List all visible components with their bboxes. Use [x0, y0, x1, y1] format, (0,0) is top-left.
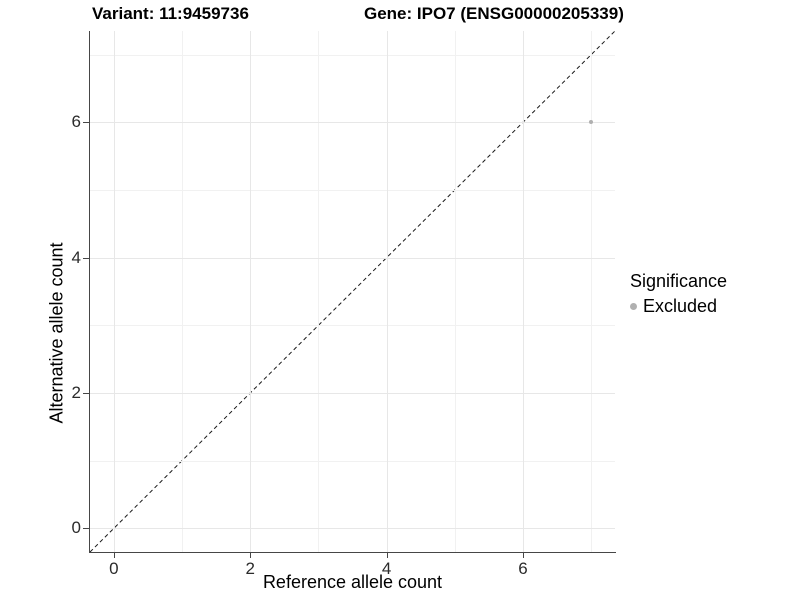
y-tick-mark	[83, 122, 89, 124]
gridline-major-x0	[113, 31, 115, 552]
legend-item-excluded: Excluded	[630, 296, 727, 317]
x-tick-label: 0	[109, 559, 119, 578]
gridline-major-y2	[90, 392, 615, 394]
gridline-major-x2	[250, 31, 252, 552]
y-tick-label: 6	[71, 112, 81, 132]
x-tick-mark	[113, 553, 115, 558]
legend-item-label: Excluded	[643, 296, 718, 316]
y-tick-mark	[83, 257, 89, 259]
gridline-minor-y3	[90, 325, 615, 327]
data-point	[589, 120, 594, 125]
y-tick-mark	[83, 392, 89, 394]
gridline-major-y4	[90, 257, 615, 259]
x-tick-mark	[386, 553, 388, 558]
y-tick-mark	[83, 528, 89, 530]
gridline-minor-y5	[90, 190, 615, 191]
y-tick-label: 0	[71, 518, 81, 538]
x-axis-title: Reference allele count	[262, 572, 443, 592]
gridline-minor-y7	[90, 54, 615, 56]
legend: Significance Excluded	[630, 271, 727, 317]
y-tick-label: 2	[71, 382, 81, 402]
x-tick-mark	[250, 553, 252, 558]
plot-title-variant: Variant: 11:9459736	[92, 4, 249, 23]
plot-title-gene: Gene: IPO7 (ENSG00000205339)	[364, 4, 624, 23]
gridline-major-x6	[522, 31, 524, 552]
gridline-major-x4	[386, 31, 388, 552]
gridline-major-y6	[90, 122, 615, 124]
plot-panel	[89, 30, 616, 553]
identity-line	[89, 30, 616, 553]
x-tick-label: 4	[381, 559, 392, 578]
gridline-minor-x5	[454, 31, 456, 552]
x-tick-label: 2	[245, 559, 255, 578]
x-tick-mark	[522, 553, 524, 558]
x-tick-label: 6	[518, 559, 528, 578]
y-tick-label: 4	[71, 247, 81, 267]
identity-line-svg	[89, 30, 616, 553]
x-axis-line	[89, 552, 616, 553]
gridline-minor-x1	[182, 31, 184, 552]
excluded-marker-icon	[630, 303, 637, 310]
gridline-minor-y1	[90, 460, 615, 462]
gridline-major-y0	[90, 528, 615, 530]
legend-title: Significance	[630, 271, 728, 291]
y-axis-line	[89, 31, 90, 553]
gridline-minor-x3	[318, 31, 320, 552]
gridline-minor-x7	[591, 31, 593, 552]
